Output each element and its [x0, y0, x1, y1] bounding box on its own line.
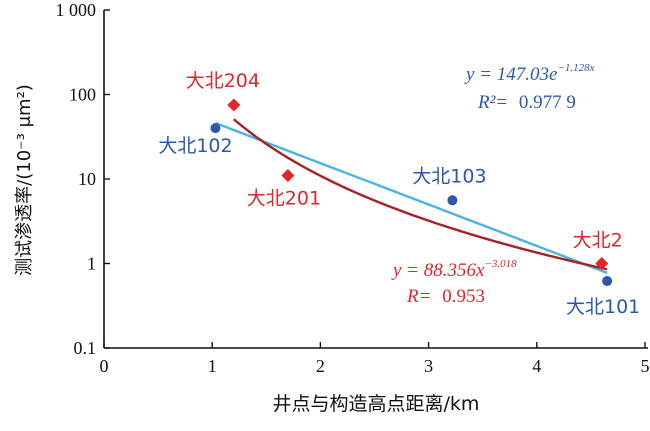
power-equation-lhs: y = 88.356x [391, 260, 485, 281]
power-equation-text: y = 88.356x−3.018 [391, 258, 517, 281]
point-label: 大北201 [247, 188, 321, 210]
data-point-circle [602, 276, 613, 287]
exp-r2-value: 0.977 9 [519, 92, 576, 113]
x-tick-label: 1 [208, 356, 217, 376]
data-markers [210, 98, 613, 287]
data-point-circle [210, 123, 221, 134]
power-equation: y = 88.356x−3.018 R= 0.953 [391, 258, 517, 307]
exp-equation-exponent: −1.128x [557, 62, 594, 74]
point-labels: 大北102 大北103 大北101 大北204 大北201 大北2 [158, 70, 640, 318]
y-tick-label: 10 [78, 169, 96, 189]
y-tick-label: 1 000 [56, 0, 97, 20]
point-label: 大北2 [573, 230, 623, 252]
y-axis-title: 测试渗透率/(10⁻³ μm²) [14, 84, 35, 276]
x-tick-label: 2 [316, 356, 325, 376]
data-point-diamond [595, 257, 609, 270]
axis-ticks: 0 1 2 3 4 5 0.1 1 10 100 1 000 [56, 0, 650, 376]
exp-r2-text: R²= 0.977 9 [477, 92, 576, 113]
exp-r2-label: R²= [477, 92, 508, 113]
y-tick-label: 0.1 [74, 338, 97, 358]
power-equation-exponent: −3.018 [484, 258, 517, 270]
x-tick-label: 3 [424, 356, 433, 376]
power-r-value: 0.953 [442, 286, 485, 307]
power-fit-line [233, 118, 608, 271]
x-tick-label: 0 [100, 356, 109, 376]
point-label: 大北101 [566, 296, 640, 318]
point-label: 大北204 [186, 70, 260, 92]
exp-equation-lhs: y = 147.03e [464, 64, 557, 85]
data-point-circle [447, 195, 458, 206]
point-label: 大北102 [158, 135, 232, 157]
data-point-diamond [281, 169, 295, 183]
exponential-fit-line [215, 121, 608, 274]
power-r-text: R= 0.953 [406, 286, 485, 307]
exp-equation: y = 147.03e−1.128x R²= 0.977 9 [464, 62, 595, 113]
data-point-diamond [227, 98, 241, 112]
y-tick-label: 1 [87, 254, 96, 274]
power-r-label: R= [406, 286, 431, 307]
x-tick-label: 5 [641, 356, 650, 376]
exp-equation-text: y = 147.03e−1.128x [464, 62, 595, 85]
x-axis-title: 井点与构造高点距离/km [273, 393, 480, 415]
point-label: 大北103 [412, 165, 486, 187]
y-tick-label: 100 [69, 85, 96, 105]
x-tick-label: 4 [532, 356, 541, 376]
